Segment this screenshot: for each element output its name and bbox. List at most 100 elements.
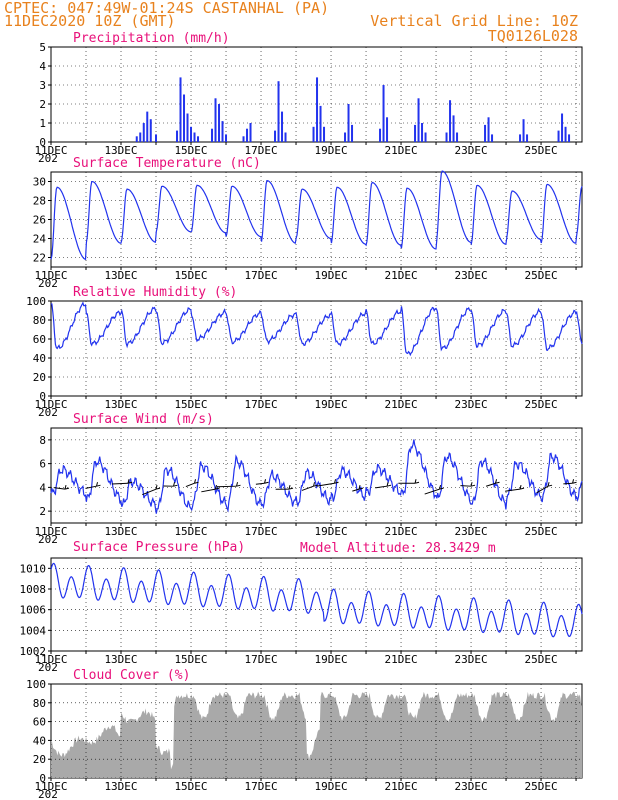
cloud-xtick-label: 13DEC [104, 780, 137, 793]
temp-ytick-label: 24 [33, 233, 47, 246]
wind-xtick-label: 25DEC [524, 525, 557, 538]
rh-ytick-label: 0 [39, 390, 46, 403]
precip-title: Precipitation (mm/h) [73, 31, 230, 46]
precip-bar [351, 124, 354, 142]
wind-arrow-head [547, 482, 553, 487]
precip-bar [319, 105, 322, 142]
temp-xtick-label: 13DEC [104, 269, 137, 282]
wind-arrow-head [414, 479, 420, 484]
wind-ytick-label: 2 [39, 505, 46, 518]
wind-arrow [424, 488, 440, 495]
panel-pressure: Surface Pressure (hPa) 1002 1004 1006 1008 10… [20, 540, 583, 674]
rh-xtick-label: 19DEC [314, 398, 347, 411]
wind-arrow [255, 482, 265, 485]
pressure-xtick-label: 17DEC [244, 653, 277, 666]
precip-bar [284, 132, 287, 142]
precip-bar [211, 128, 214, 142]
rh-xtick-label: 13DEC [104, 398, 137, 411]
precip-bar [316, 77, 319, 142]
wind-arrow [185, 482, 195, 488]
pressure-xtick-label: 15DEC [174, 653, 207, 666]
cloud-ytick-label: 80 [33, 697, 46, 710]
wind-xtick-label: 17DEC [244, 525, 277, 538]
precip-bar [135, 136, 138, 142]
wind-arrow-head [519, 485, 525, 490]
precip-bar [452, 115, 455, 142]
cloud-title: Cloud Cover (%) [73, 668, 190, 683]
wind-arrow [142, 488, 157, 496]
precip-xtick-label: 25DEC [524, 144, 557, 157]
wind-arrow [460, 485, 472, 487]
wind-xtick-label: 19DEC [314, 525, 347, 538]
rh-frame [50, 300, 583, 397]
pressure-ytick-label: 1008 [20, 583, 47, 596]
temp-title: Surface Temperature (nC) [73, 156, 261, 171]
cloud-ytick-label: 0 [39, 772, 46, 785]
wind-arrow [536, 485, 549, 494]
wind-arrow-head [215, 485, 220, 490]
wind-xtick-label: 21DEC [384, 525, 417, 538]
precip-bar [190, 126, 193, 142]
pressure-xtick-label: 23DEC [454, 653, 487, 666]
temp-xtick-label: 19DEC [314, 269, 347, 282]
precip-bar [155, 134, 158, 142]
cloud-year-stub: 202 [38, 788, 58, 800]
wind-arrow [352, 488, 360, 492]
wind-arrow [301, 485, 314, 491]
header-model-code: TQ0126L028 [488, 27, 578, 45]
rh-year-stub: 202 [38, 406, 58, 419]
wind-ytick-label: 6 [39, 458, 46, 471]
precip-bar [568, 134, 571, 142]
precip-bar [149, 119, 152, 142]
wind-arrow-head [64, 485, 70, 490]
rh-ytick-label: 80 [33, 314, 46, 327]
pressure-ytick-label: 1010 [20, 562, 47, 575]
precip-bar [347, 104, 350, 142]
precip-bar [214, 98, 217, 142]
model-altitude: Model Altitude: 28.3429 m [300, 541, 496, 556]
wind-arrow [85, 485, 97, 489]
precip-bar [323, 126, 326, 142]
precip-bar [522, 119, 525, 142]
precip-bar [246, 128, 249, 142]
precip-bar [424, 132, 427, 142]
precip-bar [242, 136, 245, 142]
precip-bar [564, 126, 567, 142]
wind-arrow-head [313, 482, 318, 487]
temp-xtick-label: 11DEC [34, 269, 67, 282]
cloud-ytick-label: 60 [33, 716, 46, 729]
wind-arrow [505, 488, 521, 492]
wind-arrow-head [495, 479, 500, 484]
precip-bar [456, 132, 459, 142]
rh-xtick-label: 23DEC [454, 398, 487, 411]
precip-bar [277, 81, 280, 142]
precip-bar [146, 111, 149, 142]
wind-arrow-head [96, 482, 101, 487]
precip-bar [274, 130, 277, 142]
cloud-area [51, 691, 582, 778]
cloud-ytick-label: 20 [33, 753, 46, 766]
wind-arrow-head [358, 485, 364, 490]
rh-xtick-label: 21DEC [384, 398, 417, 411]
precip-bar [139, 132, 142, 142]
temp-xtick-label: 21DEC [384, 269, 417, 282]
wind-arrow-head [236, 482, 241, 487]
precip-bar [484, 124, 487, 142]
precip-xtick-label: 15DEC [174, 144, 207, 157]
precip-bar [142, 123, 145, 142]
pressure-ytick-label: 1006 [20, 604, 47, 617]
rh-ytick-label: 100 [26, 295, 46, 308]
header-grid-line: Vertical Grid Line: 10Z [370, 12, 578, 30]
precip-bar [225, 134, 228, 142]
precip-ytick-label: 1 [39, 117, 46, 130]
wind-arrow-head [264, 479, 269, 484]
precip-bar [176, 130, 179, 142]
precip-bar [557, 130, 560, 142]
precip-bar [379, 128, 382, 142]
precip-xtick-label: 11DEC [34, 144, 67, 157]
wind-arrow-head [155, 485, 161, 490]
precip-bar [386, 117, 389, 142]
pressure-ytick-label: 1002 [20, 645, 47, 658]
wind-arrow-head [194, 479, 199, 484]
wind-xtick-label: 15DEC [174, 525, 207, 538]
